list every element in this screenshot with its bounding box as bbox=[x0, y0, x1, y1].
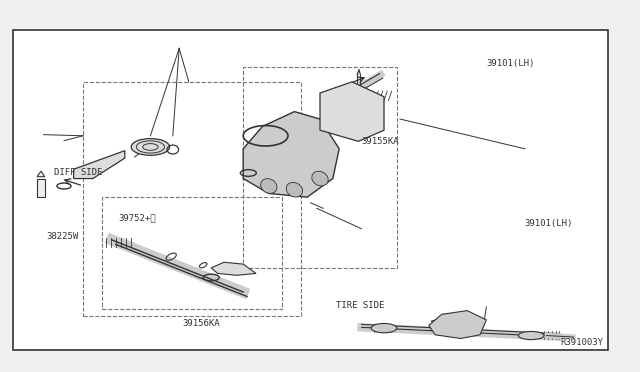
Text: R391003Y: R391003Y bbox=[560, 338, 603, 347]
Ellipse shape bbox=[312, 171, 328, 186]
Text: 39101(LH): 39101(LH) bbox=[486, 59, 535, 68]
FancyBboxPatch shape bbox=[13, 30, 608, 350]
Polygon shape bbox=[74, 151, 125, 179]
Polygon shape bbox=[37, 171, 45, 177]
Ellipse shape bbox=[518, 331, 544, 340]
Ellipse shape bbox=[286, 182, 303, 197]
Text: TIRE SIDE: TIRE SIDE bbox=[336, 301, 385, 310]
Ellipse shape bbox=[260, 179, 277, 193]
Polygon shape bbox=[320, 82, 384, 141]
Polygon shape bbox=[429, 311, 486, 339]
Polygon shape bbox=[211, 262, 256, 275]
Text: 39156KA: 39156KA bbox=[182, 319, 220, 328]
Polygon shape bbox=[243, 112, 339, 197]
Ellipse shape bbox=[371, 324, 397, 333]
Text: 38225W: 38225W bbox=[46, 232, 78, 241]
Text: DIFF SIDE: DIFF SIDE bbox=[54, 169, 103, 177]
Text: 39101(LH): 39101(LH) bbox=[525, 219, 573, 228]
Text: 39752+Ⅱ: 39752+Ⅱ bbox=[118, 213, 156, 222]
Ellipse shape bbox=[131, 139, 170, 155]
Text: 39155KA: 39155KA bbox=[362, 137, 399, 146]
FancyBboxPatch shape bbox=[37, 179, 45, 197]
